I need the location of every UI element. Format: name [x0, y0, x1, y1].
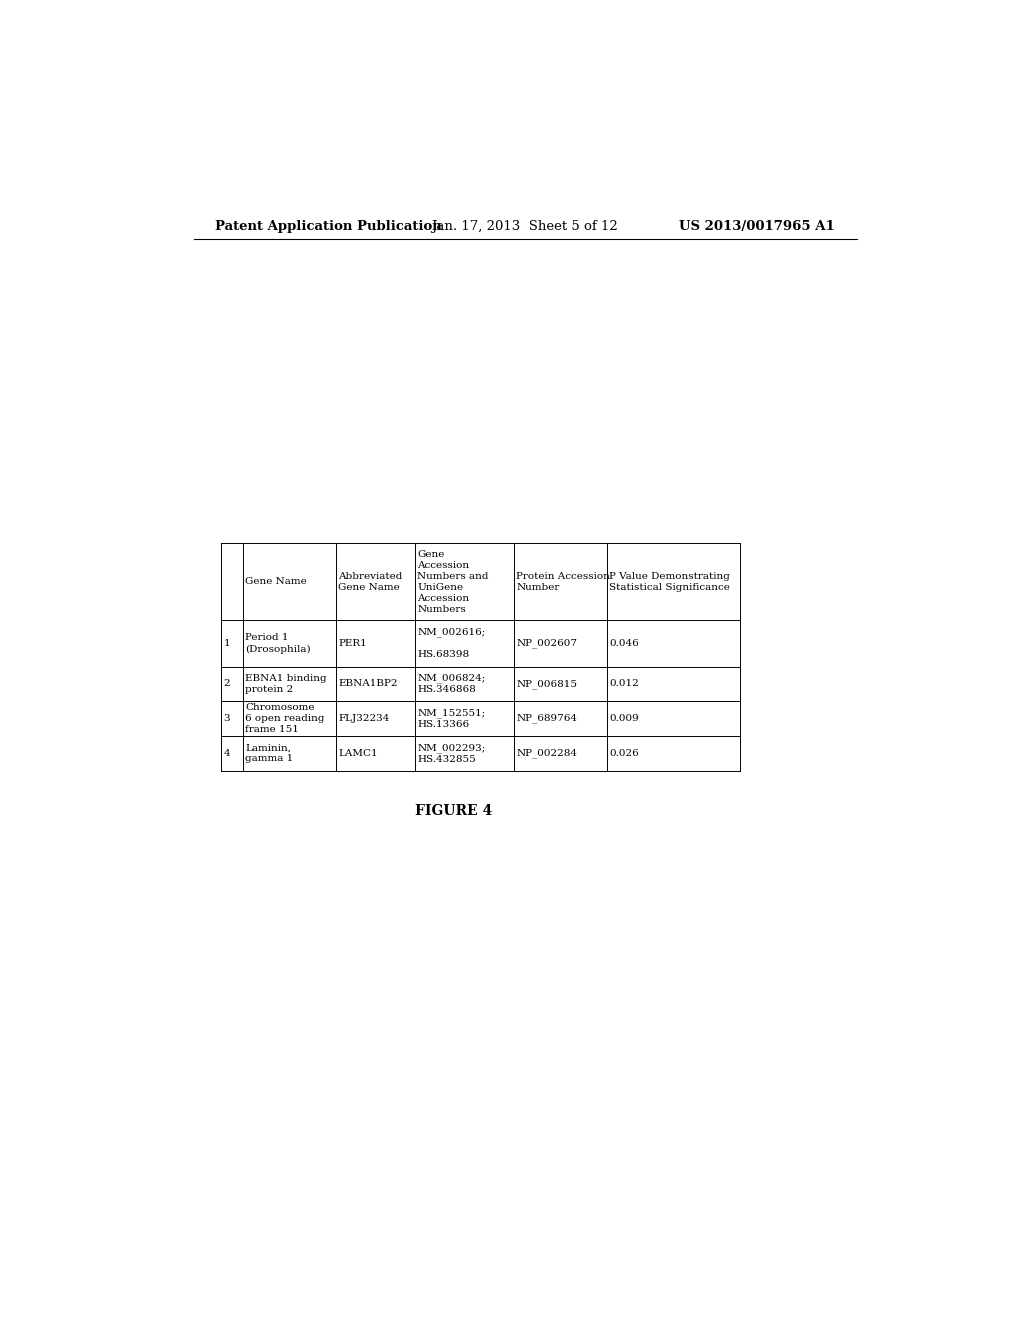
Text: 3: 3	[223, 714, 230, 723]
Text: 0.009: 0.009	[609, 714, 639, 723]
Text: NM_002293;
HS.432855: NM_002293; HS.432855	[417, 743, 485, 763]
Text: 0.012: 0.012	[609, 680, 639, 689]
Text: FIGURE 4: FIGURE 4	[415, 804, 493, 818]
Text: NP_689764: NP_689764	[516, 714, 578, 723]
Text: 0.046: 0.046	[609, 639, 639, 648]
Text: Laminin,
gamma 1: Laminin, gamma 1	[245, 743, 293, 763]
Text: NM_002616;

HS.68398: NM_002616; HS.68398	[417, 627, 485, 660]
Text: NP_006815: NP_006815	[516, 678, 578, 689]
Text: P Value Demonstrating
Statistical Significance: P Value Demonstrating Statistical Signif…	[609, 572, 730, 591]
Text: NP_002284: NP_002284	[516, 748, 578, 758]
Text: 1: 1	[223, 639, 230, 648]
Text: Abbreviated
Gene Name: Abbreviated Gene Name	[338, 572, 402, 591]
Text: EBNA1 binding
protein 2: EBNA1 binding protein 2	[245, 675, 327, 694]
Text: 0.026: 0.026	[609, 748, 639, 758]
Text: NM_152551;
HS.13366: NM_152551; HS.13366	[417, 709, 485, 729]
Text: PER1: PER1	[338, 639, 367, 648]
Text: LAMC1: LAMC1	[338, 748, 378, 758]
Text: Gene
Accession
Numbers and
UniGene
Accession
Numbers: Gene Accession Numbers and UniGene Acces…	[417, 549, 488, 614]
Text: FLJ32234: FLJ32234	[338, 714, 389, 723]
Text: NP_002607: NP_002607	[516, 639, 578, 648]
Text: 4: 4	[223, 748, 230, 758]
Text: US 2013/0017965 A1: US 2013/0017965 A1	[679, 219, 835, 232]
Text: NM_006824;
HS.346868: NM_006824; HS.346868	[417, 673, 485, 694]
Text: EBNA1BP2: EBNA1BP2	[338, 680, 397, 689]
Text: Protein Accession
Number: Protein Accession Number	[516, 572, 610, 591]
Text: 2: 2	[223, 680, 230, 689]
Text: Jan. 17, 2013  Sheet 5 of 12: Jan. 17, 2013 Sheet 5 of 12	[431, 219, 618, 232]
Text: Gene Name: Gene Name	[245, 577, 307, 586]
Text: Patent Application Publication: Patent Application Publication	[215, 219, 441, 232]
Text: Chromosome
6 open reading
frame 151: Chromosome 6 open reading frame 151	[245, 704, 325, 734]
Text: Period 1
(Drosophila): Period 1 (Drosophila)	[245, 634, 310, 653]
